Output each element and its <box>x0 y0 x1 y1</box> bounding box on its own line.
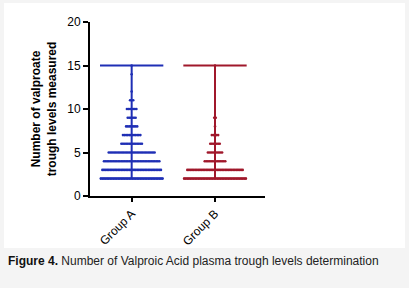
svg-text:Number of valproatetrough leve: Number of valproatetrough levels measure… <box>29 42 59 177</box>
svg-text:5: 5 <box>74 146 81 160</box>
svg-text:0: 0 <box>74 189 81 203</box>
svg-text:Group B: Group B <box>180 207 222 248</box>
svg-text:15: 15 <box>67 59 81 73</box>
html-text:Figure 4. Number of Valproic A: Figure 4. Number of Valproic Acid plasma… <box>8 254 379 268</box>
svg-text:Group A: Group A <box>97 207 138 248</box>
svg-text:20: 20 <box>67 15 81 29</box>
svg-text:10: 10 <box>67 102 81 116</box>
